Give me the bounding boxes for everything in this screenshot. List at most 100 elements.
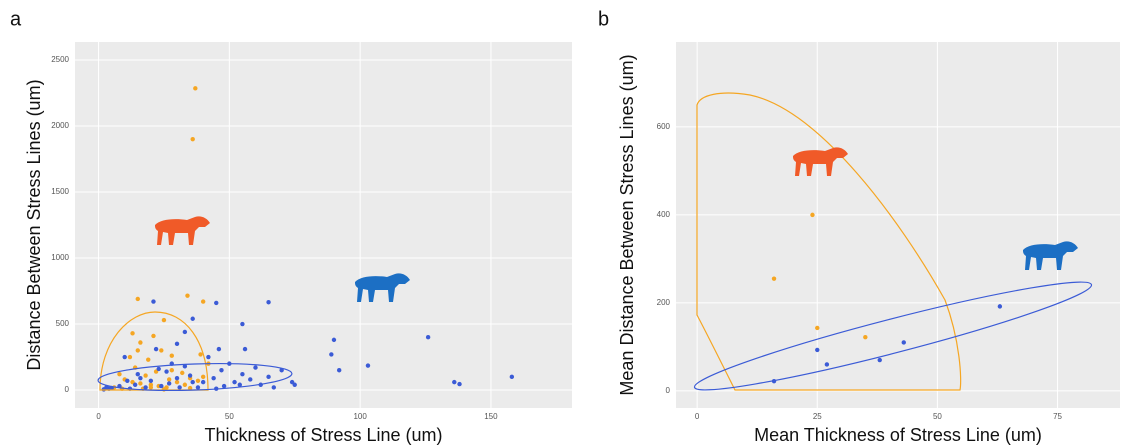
point [135,296,140,302]
point [425,335,431,340]
point [130,331,135,336]
point [810,212,815,218]
ellipse [696,92,962,391]
point [266,374,271,380]
y-tick-label: 400 [657,210,671,219]
y-tick-label: 0 [65,385,70,394]
point [997,304,1003,309]
point [365,363,371,368]
x-tick-label: 150 [484,412,498,421]
point [248,377,253,382]
point [153,346,159,352]
point [117,371,122,377]
point [148,385,154,390]
y-tick-label: 2000 [51,121,69,130]
ellipse [97,362,293,392]
point [863,334,868,340]
x-tick-label: 50 [225,412,234,421]
point [148,378,154,384]
point [240,371,245,377]
point [169,353,174,358]
point [185,293,190,298]
x-tick-label: 100 [353,412,367,421]
point [240,321,245,327]
point [331,337,337,343]
point [169,368,174,373]
point [877,357,882,363]
ellipses [97,92,1093,392]
point [279,368,284,373]
point [135,371,140,377]
point [200,374,206,380]
y-tick-label: 1000 [51,253,69,262]
point [159,348,164,353]
point [195,385,201,390]
point [143,373,148,378]
point [166,377,172,382]
point [122,354,127,360]
x-tick-label: 50 [933,412,942,421]
point [161,317,167,323]
point [166,381,172,386]
y-axis-title: Distance Between Stress Lines (um) [24,79,44,370]
point [815,347,820,353]
point [200,379,206,385]
point [156,366,161,372]
y-axis-title: Mean Distance Between Stress Lines (um) [617,54,637,395]
y-tick-label: 200 [657,298,671,307]
point [174,375,180,381]
y-tick-label: 600 [657,122,671,131]
point [193,86,198,91]
point [200,299,206,304]
point [901,340,906,345]
y-tick-label: 1500 [51,187,69,196]
point [824,362,830,367]
point [237,382,242,387]
point [151,299,156,304]
x-tick-label: 0 [695,412,700,421]
point [336,368,342,373]
y-tick-label: 2500 [51,55,69,64]
point [214,300,219,306]
point [452,379,457,385]
point [190,316,195,321]
point [180,370,185,376]
x-tick-label: 0 [96,412,101,421]
point [125,378,130,384]
point [143,385,148,390]
point [216,346,222,352]
point [457,381,462,387]
point [182,329,188,335]
point [242,346,248,352]
point [266,300,271,305]
point [132,382,138,387]
point [271,385,276,390]
point [138,375,143,381]
ellipse [693,281,1093,391]
point [232,379,237,385]
point [190,379,195,385]
x-tick-label: 25 [813,412,822,421]
panel-label: b [598,8,609,30]
point [198,352,203,357]
y-tick-label: 0 [666,386,671,395]
point [509,374,515,380]
plot-background [75,42,572,408]
point [195,378,201,384]
point [177,385,182,390]
x-axis-title: Mean Thickness of Stress Line (um) [754,425,1042,445]
point [104,385,109,390]
point [289,379,295,385]
point [164,369,169,374]
point [211,375,216,381]
point [146,357,151,362]
point [329,352,334,357]
point [221,383,227,389]
point [187,373,193,378]
point [187,385,193,391]
point [190,136,195,142]
point [219,368,224,373]
point [138,340,143,345]
point [135,348,140,353]
